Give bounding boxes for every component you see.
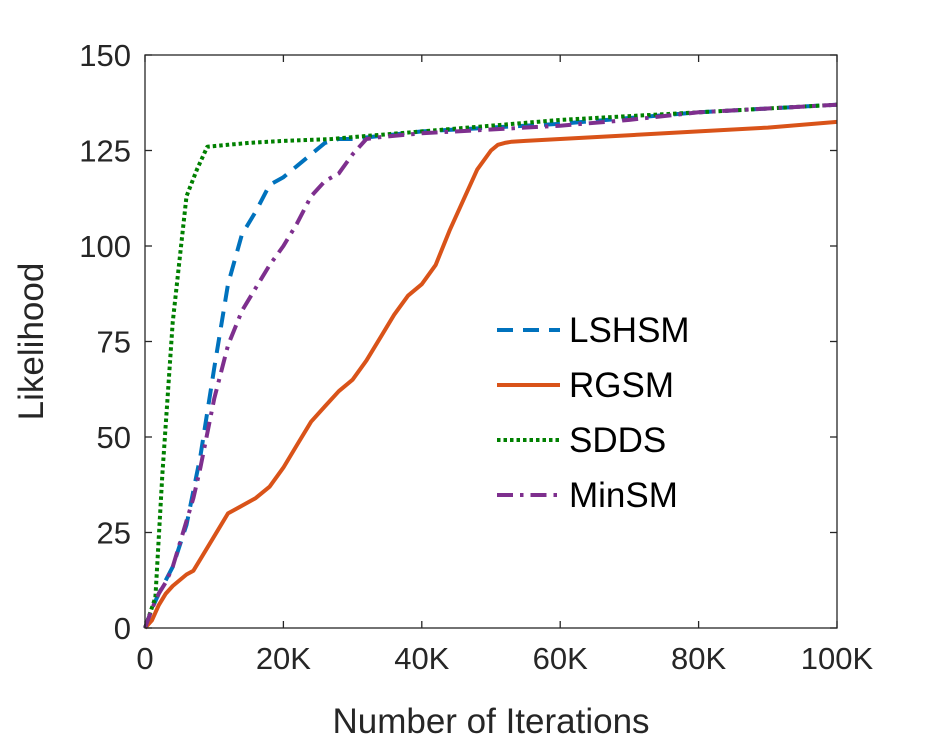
legend-label-lshsm: LSHSM <box>569 311 690 350</box>
x-axis-title: Number of Iterations <box>332 702 649 741</box>
legend: LSHSM RGSM SDDS MinSM <box>497 311 690 515</box>
x-tick-label: 100K <box>801 641 874 676</box>
plot-lines <box>143 102 838 630</box>
y-tick-label: 75 <box>97 325 131 360</box>
y-tick-label: 100 <box>79 229 131 264</box>
y-tick-label: 25 <box>97 516 131 551</box>
y-axis-ticks: 0 25 50 75 100 125 150 <box>79 38 837 646</box>
x-tick-label: 80K <box>671 641 726 676</box>
x-tick-label: 60K <box>533 641 588 676</box>
y-tick-label: 150 <box>79 38 131 73</box>
x-tick-label: 40K <box>394 641 449 676</box>
legend-label-minsm: MinSM <box>569 476 678 515</box>
x-axis-ticks: 0 20K 40K 60K 80K 100K <box>136 55 874 676</box>
series-line-minsm <box>143 102 838 629</box>
series-line-rgsm <box>143 119 838 630</box>
x-tick-label: 0 <box>136 641 153 676</box>
y-tick-label: 0 <box>114 611 131 646</box>
y-tick-label: 125 <box>79 134 131 169</box>
y-axis-title: Likelihood <box>12 263 51 421</box>
legend-label-rgsm: RGSM <box>569 366 674 405</box>
legend-label-sdds: SDDS <box>569 421 666 460</box>
x-tick-label: 20K <box>256 641 311 676</box>
series-line-sdds <box>143 102 838 629</box>
y-tick-label: 50 <box>97 420 131 455</box>
